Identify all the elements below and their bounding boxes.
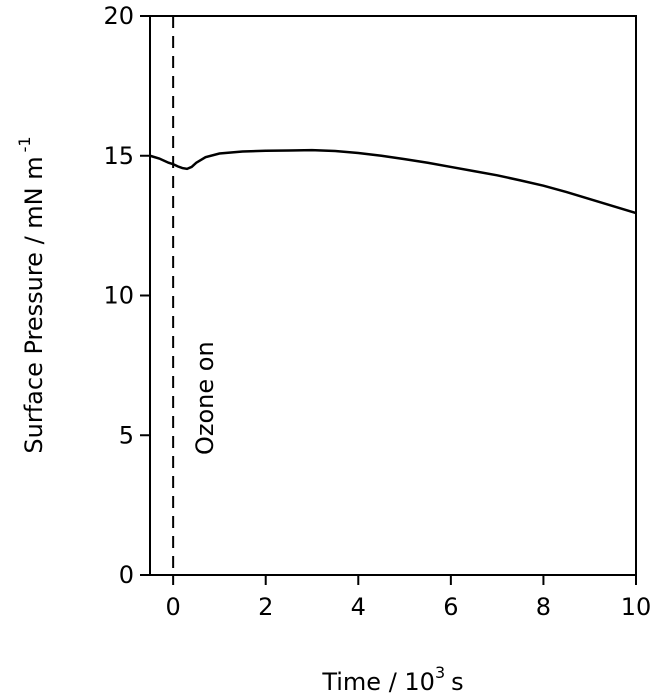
y-tick-label: 5 [119, 421, 134, 449]
plot-frame [149, 15, 637, 576]
y-label-sup: -1 [15, 136, 34, 152]
x-tick-label: 10 [621, 593, 652, 621]
y-tick-label: 20 [103, 2, 134, 30]
x-tick-label: 4 [351, 593, 366, 621]
x-label-unit: s [451, 668, 464, 695]
y-tick-label: 15 [103, 142, 134, 170]
x-label-sup: 3 [435, 663, 445, 682]
x-tick-label: 0 [166, 593, 181, 621]
y-tick-label: 10 [103, 282, 134, 310]
x-tick-label: 2 [258, 593, 273, 621]
x-tick-label: 8 [536, 593, 551, 621]
annotation-text: Ozone on [191, 341, 219, 455]
x-axis-label: Time / 103 s [321, 663, 463, 695]
data-line [149, 148, 637, 215]
x-label-main: Time / 10 [321, 668, 435, 695]
y-axis-label: Surface Pressure / mN m -1 [15, 136, 48, 453]
y-label-main: Surface Pressure / mN m [20, 156, 48, 453]
y-tick-label: 0 [119, 561, 134, 589]
x-tick-label: 6 [443, 593, 458, 621]
